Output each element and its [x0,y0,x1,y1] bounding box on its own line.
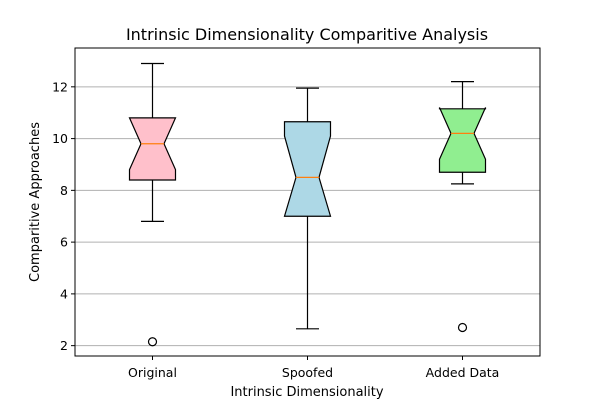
box-group-original [128,62,177,347]
box-group-spoofed [283,87,332,330]
y-axis-label: Comparitive Approaches [28,122,43,282]
box-body [283,121,332,217]
y-axis-ticks: 2 4 6 8 10 12 [52,79,75,353]
outlier-point [147,337,158,347]
box-body [128,117,177,181]
x-axis-label: Intrinsic Dimensionality [230,385,383,400]
x-tick-label: Added Data [426,365,500,380]
outlier-point [457,322,468,333]
y-tick-label: 10 [52,131,68,146]
boxes-layer [128,62,487,347]
y-tick-label: 4 [60,286,68,301]
box-body [438,107,487,173]
box-group-added-data [438,81,487,333]
y-tick-label: 2 [60,338,68,353]
y-tick-label: 6 [60,235,68,250]
y-tick-label: 12 [52,79,68,94]
x-tick-label: Spoofed [282,365,333,380]
y-tick-label: 8 [60,183,68,198]
x-tick-label: Original [128,365,177,380]
x-axis-ticks: Original Spoofed Added Data [128,356,499,380]
chart-title: Intrinsic Dimensionality Comparitive Ana… [126,25,488,44]
